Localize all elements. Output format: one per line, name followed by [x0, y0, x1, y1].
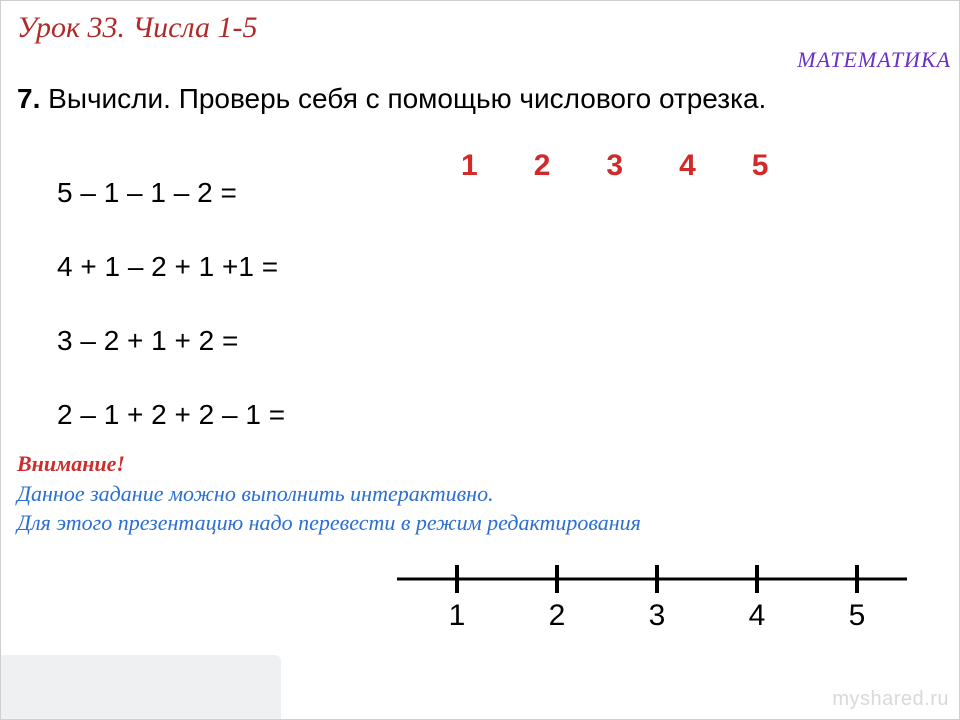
notice-line-2: Для этого презентацию надо перевести в р… — [17, 508, 641, 538]
equation-1: 5 – 1 – 1 – 2 = — [57, 179, 285, 207]
chip-3[interactable]: 3 — [606, 149, 623, 183]
nl-label-4: 4 — [749, 599, 766, 633]
nl-label-5: 5 — [849, 599, 866, 633]
chip-4[interactable]: 4 — [679, 149, 696, 183]
answer-chips: 1 2 3 4 5 — [461, 149, 768, 183]
equation-list: 5 – 1 – 1 – 2 = 4 + 1 – 2 + 1 +1 = 3 – 2… — [57, 179, 285, 475]
chip-1[interactable]: 1 — [461, 149, 478, 183]
number-line: 1 2 3 4 5 — [397, 549, 937, 614]
footer-decoration — [1, 655, 281, 719]
task-number: 7. — [17, 83, 40, 114]
nl-label-3: 3 — [649, 599, 666, 633]
nl-label-2: 2 — [549, 599, 566, 633]
lesson-title: Урок 33. Числа 1-5 — [17, 11, 257, 45]
chip-2[interactable]: 2 — [534, 149, 551, 183]
equation-3: 3 – 2 + 1 + 2 = — [57, 327, 285, 355]
task-text: Вычисли. Проверь себя с помощью числовог… — [40, 83, 766, 114]
notice: Внимание! Данное задание можно выполнить… — [17, 449, 641, 538]
equation-2: 4 + 1 – 2 + 1 +1 = — [57, 253, 285, 281]
chip-5[interactable]: 5 — [752, 149, 769, 183]
watermark: myshared.ru — [832, 688, 949, 711]
subject-label: МАТЕМАТИКА — [797, 47, 951, 73]
task-prompt: 7. Вычисли. Проверь себя с помощью число… — [17, 83, 766, 115]
equation-4: 2 – 1 + 2 + 2 – 1 = — [57, 401, 285, 429]
nl-label-1: 1 — [449, 599, 466, 633]
notice-warning: Внимание! — [17, 449, 641, 479]
notice-line-1: Данное задание можно выполнить интеракти… — [17, 479, 641, 509]
